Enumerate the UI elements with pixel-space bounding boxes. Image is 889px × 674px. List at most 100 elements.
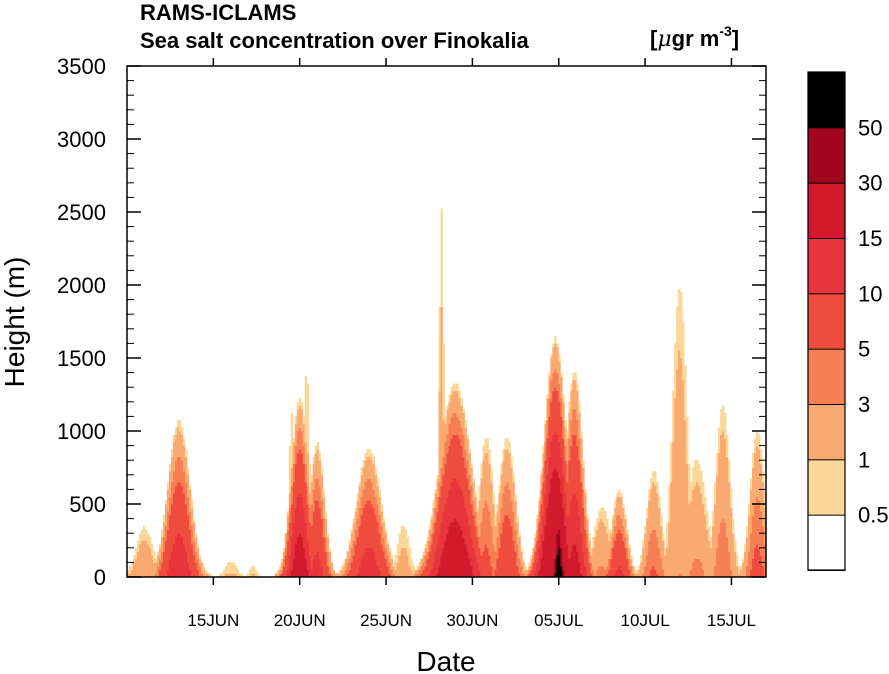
- heatmap-cell: [298, 405, 302, 428]
- heatmap-cell: [430, 569, 433, 578]
- heatmap-cell: [620, 496, 623, 519]
- heatmap-cell: [166, 569, 170, 578]
- heatmap-cell: [416, 569, 419, 574]
- heatmap-cell: [538, 496, 541, 501]
- heatmap-cell: [646, 555, 649, 578]
- heatmap-cell: [458, 398, 461, 421]
- heatmap-cell: [496, 558, 499, 578]
- heatmap-cell: [456, 522, 459, 578]
- heatmap-cell: [620, 569, 623, 578]
- heatmap-cell: [456, 390, 459, 417]
- heatmap-cell: [380, 525, 383, 545]
- heatmap-cell: [180, 485, 184, 538]
- heatmap-cell: [458, 438, 461, 487]
- heatmap-cell: [314, 445, 318, 454]
- heatmap-cell: [322, 518, 326, 538]
- heatmap-cell: [710, 536, 713, 549]
- heatmap-cell: [604, 569, 607, 578]
- heatmap-cell: [226, 562, 230, 574]
- heatmap-cell: [286, 569, 290, 578]
- heatmap-cell: [620, 493, 623, 498]
- heatmap-cell: [468, 474, 471, 490]
- heatmap-cell: [364, 547, 368, 578]
- heatmap-cell: [316, 449, 320, 479]
- heatmap-cell: [498, 493, 501, 523]
- heatmap-cell: [440, 467, 443, 487]
- heatmap-cell: [764, 493, 767, 509]
- heatmap-cell: [472, 547, 475, 578]
- colorbar-label: 15: [858, 226, 882, 251]
- heatmap-cell: [166, 482, 170, 490]
- y-tick-label: 500: [69, 492, 106, 517]
- heatmap-cell: [288, 493, 292, 509]
- heatmap-cell: [550, 441, 553, 479]
- heatmap-cell: [338, 573, 342, 578]
- heatmap-cell: [362, 467, 366, 490]
- heatmap-cell: [706, 511, 709, 530]
- heatmap-cell: [390, 558, 393, 571]
- heatmap-cell: [456, 383, 459, 392]
- heatmap-cell: [528, 573, 531, 578]
- heatmap-cell: [448, 445, 451, 490]
- heatmap-cell: [296, 536, 300, 578]
- heatmap-cell: [228, 573, 232, 578]
- heatmap-cell: [694, 460, 697, 487]
- heatmap-cell: [438, 533, 441, 567]
- heatmap-cell: [540, 504, 543, 534]
- heatmap-cell: [290, 467, 294, 487]
- heatmap-cell: [314, 555, 318, 578]
- heatmap-cell: [196, 544, 200, 549]
- heatmap-cell: [464, 467, 467, 509]
- heatmap-cell: [364, 504, 368, 549]
- heatmap-cell: [300, 409, 304, 432]
- heatmap-cell: [140, 529, 144, 541]
- heatmap-cell: [568, 460, 571, 516]
- heatmap-cell: [452, 478, 455, 523]
- heatmap-cell: [398, 533, 401, 556]
- heatmap-cell: [624, 547, 627, 578]
- heatmap-cell: [372, 489, 376, 509]
- heatmap-cell: [164, 540, 168, 578]
- heatmap-cell: [744, 551, 747, 578]
- heatmap-cell: [666, 522, 669, 549]
- heatmap-cell: [572, 379, 575, 410]
- heatmap-cell: [174, 485, 178, 538]
- heatmap-cell: [186, 474, 190, 498]
- heatmap-cell: [430, 514, 433, 519]
- heatmap-cell: [622, 525, 625, 541]
- heatmap-cell: [634, 573, 637, 578]
- heatmap-cell: [532, 562, 535, 578]
- colorbar-label: 50: [858, 115, 882, 140]
- heatmap-cell: [592, 547, 595, 571]
- heatmap-cell: [530, 555, 533, 560]
- heatmap-cell: [392, 566, 395, 574]
- heatmap-cell: [650, 478, 653, 490]
- heatmap-cell: [186, 514, 190, 563]
- heatmap-cell: [680, 292, 683, 359]
- heatmap-cell: [466, 438, 469, 461]
- heatmap-cell: [616, 496, 619, 516]
- heatmap-cell: [558, 529, 561, 549]
- heatmap-cell: [184, 504, 188, 552]
- heatmap-cell: [196, 547, 200, 560]
- heatmap-cell: [556, 343, 559, 348]
- heatmap-cell: [702, 569, 705, 578]
- heatmap-cell: [452, 522, 455, 578]
- heatmap-cell: [238, 573, 242, 578]
- heatmap-cell: [418, 566, 421, 571]
- heatmap-cell: [522, 573, 525, 578]
- colorbar-box: [807, 348, 846, 406]
- heatmap-cell: [530, 558, 533, 567]
- heatmap-cell: [508, 518, 511, 578]
- heatmap-cell: [304, 376, 308, 443]
- heatmap-cell: [608, 529, 611, 541]
- heatmap-cell: [486, 504, 489, 549]
- heatmap-cell: [726, 434, 729, 457]
- heatmap-cell: [554, 368, 557, 388]
- heatmap-cell: [320, 518, 324, 567]
- heatmap-cell: [146, 533, 150, 545]
- heatmap-cell: [188, 485, 192, 490]
- heatmap-cell: [444, 416, 447, 425]
- heatmap-cell: [456, 482, 459, 523]
- heatmap-cell: [764, 507, 767, 545]
